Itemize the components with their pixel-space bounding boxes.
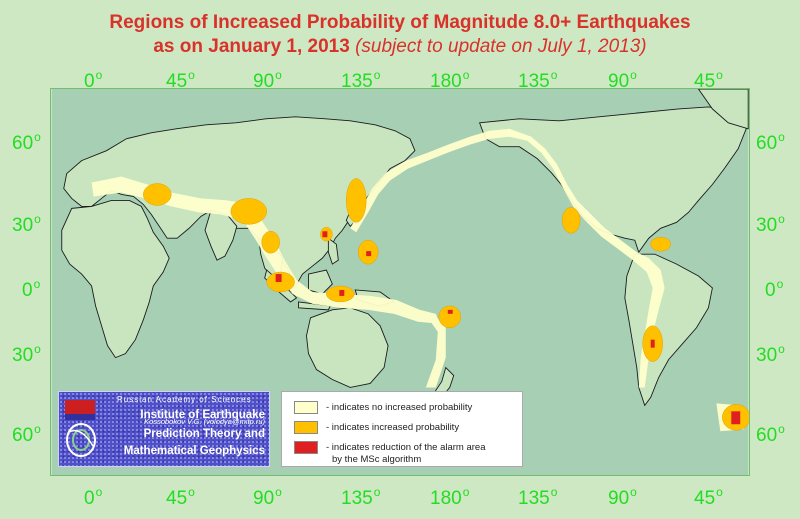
institute-name-line2: Prediction Theory and <box>143 428 265 440</box>
right-lat-tick: 60o <box>756 422 785 446</box>
reduction-mariana <box>366 251 372 257</box>
institute-emblem-icon <box>65 400 96 457</box>
bottom-lon-tick: 90o <box>253 485 282 509</box>
left-lat-tick: 30o <box>12 212 41 236</box>
right-lat-tick: 30o <box>756 342 785 366</box>
world-map <box>50 88 750 476</box>
australia-landmass <box>306 307 389 388</box>
top-lon-tick: 90o <box>253 68 282 92</box>
map-title: Regions of Increased Probability of Magn… <box>109 12 691 33</box>
left-lat-tick: 60o <box>12 422 41 446</box>
top-lon-tick: 0o <box>84 68 103 92</box>
zone-japan <box>346 178 367 223</box>
academy-name: Russian Academy of Sciences <box>117 395 252 404</box>
zone-caucasus <box>143 183 172 206</box>
legend-swatch-no-increase <box>294 401 318 414</box>
zone-myanmar <box>261 231 280 254</box>
map-legend: - indicates no increased probability - i… <box>281 391 523 467</box>
bottom-lon-tick: 45o <box>694 485 723 509</box>
greenland-landmass <box>697 89 749 130</box>
reduction-chile <box>650 339 655 348</box>
left-lat-tick: 30o <box>12 342 41 366</box>
borneo-island <box>308 269 333 295</box>
bottom-lon-tick: 135o <box>518 485 558 509</box>
alarm-reduction-zones <box>275 231 741 425</box>
bottom-lon-tick: 135o <box>341 485 381 509</box>
reduction-taiwan <box>322 231 328 238</box>
top-lon-tick: 180o <box>430 68 470 92</box>
zone-tibet <box>230 198 267 225</box>
tonga-kermadec-belt <box>425 313 446 388</box>
institute-name-line1: Institute of Earthquake <box>140 409 265 421</box>
legend-item: - indicates reduction of the alarm area <box>294 441 485 454</box>
philippines-islands <box>327 237 339 265</box>
legend-item: - indicates increased probability <box>294 421 459 434</box>
right-lat-tick: 60o <box>756 130 785 154</box>
left-lat-tick: 0o <box>22 277 41 301</box>
india-landmass <box>204 209 238 261</box>
bottom-lon-tick: 180o <box>430 485 470 509</box>
map-subtitle: as on January 1, 2013 (subject to update… <box>0 36 800 58</box>
legend-swatch-increased <box>294 421 318 434</box>
africa-landmass <box>61 199 170 359</box>
zone-mexico <box>561 207 581 234</box>
top-lon-tick: 135o <box>341 68 381 92</box>
legend-swatch-reduction <box>294 441 318 454</box>
legend-item-continuation: by the MSc algorithm <box>332 454 422 465</box>
update-note: (subject to update on July 1, 2013) <box>355 36 647 57</box>
top-lon-tick: 45o <box>166 68 195 92</box>
reduction-banda <box>339 289 345 296</box>
zone-caribbean <box>650 236 671 252</box>
bottom-lon-tick: 45o <box>166 485 195 509</box>
institution-panel: Russian Academy of Sciences Institute of… <box>58 391 270 467</box>
left-lat-tick: 60o <box>12 130 41 154</box>
reduction-south-sandwich <box>731 411 741 425</box>
top-lon-tick: 90o <box>608 68 637 92</box>
right-lat-tick: 30o <box>756 212 785 236</box>
institute-name-line3: Mathematical Geophysics <box>123 445 265 457</box>
zone-tonga <box>438 305 461 329</box>
bottom-lon-tick: 0o <box>84 485 103 509</box>
north-america-landmass <box>478 106 747 254</box>
right-lat-tick: 0o <box>765 277 784 301</box>
date-text: as on January 1, 2013 <box>153 36 350 57</box>
increased-probability-zones <box>143 178 749 431</box>
bottom-lon-tick: 90o <box>608 485 637 509</box>
reduction-tonga <box>447 309 453 314</box>
top-lon-tick: 45o <box>694 68 723 92</box>
reduction-sumatra <box>275 274 282 282</box>
top-lon-tick: 135o <box>518 68 558 92</box>
legend-item: - indicates no increased probability <box>294 401 472 414</box>
author-credit: Kossobokov V.G. (volodya@mitp.ru) <box>144 417 265 426</box>
